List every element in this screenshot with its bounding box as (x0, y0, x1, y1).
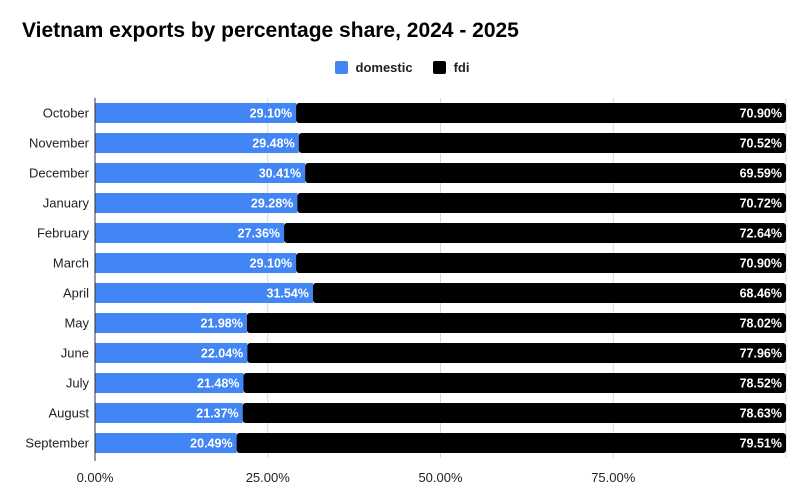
bar-domestic[interactable] (95, 283, 313, 303)
data-label-domestic: 29.28% (251, 197, 293, 211)
data-label-fdi: 78.52% (740, 377, 782, 391)
bar-fdi[interactable] (246, 313, 786, 333)
x-tick-label: 25.00% (246, 470, 291, 485)
x-tick-label: 50.00% (418, 470, 463, 485)
bar-fdi[interactable] (312, 283, 786, 303)
bar-domestic[interactable] (95, 313, 247, 333)
data-label-fdi: 79.51% (740, 437, 782, 451)
bar-domestic[interactable] (95, 163, 306, 183)
y-tick-label: October (43, 106, 90, 121)
bar-fdi[interactable] (297, 193, 786, 213)
bar-fdi[interactable] (296, 253, 786, 273)
bar-fdi[interactable] (284, 223, 786, 243)
data-label-domestic: 31.54% (267, 287, 309, 301)
bar-domestic[interactable] (95, 193, 298, 213)
legend-label-domestic: domestic (355, 60, 413, 75)
legend: domestic fdi (0, 60, 804, 75)
y-tick-label: January (43, 196, 90, 211)
y-tick-label: December (29, 166, 90, 181)
data-label-fdi: 78.02% (740, 317, 782, 331)
y-tick-label: April (63, 286, 89, 301)
data-label-domestic: 20.49% (190, 437, 232, 451)
y-tick-label: July (66, 376, 90, 391)
legend-item-domestic[interactable]: domestic (334, 60, 413, 75)
data-label-fdi: 68.46% (740, 287, 782, 301)
x-tick-label: 75.00% (591, 470, 636, 485)
data-label-fdi: 70.90% (740, 107, 782, 121)
chart-title: Vietnam exports by percentage share, 202… (22, 19, 519, 42)
legend-swatch-fdi (432, 61, 446, 74)
data-label-fdi: 70.72% (740, 197, 782, 211)
data-label-fdi: 70.52% (740, 137, 782, 151)
data-label-fdi: 70.90% (740, 257, 782, 271)
y-tick-label: February (37, 226, 90, 241)
bar-domestic[interactable] (95, 343, 248, 363)
bar-domestic[interactable] (95, 253, 297, 273)
data-label-domestic: 27.36% (238, 227, 280, 241)
data-label-fdi: 77.96% (740, 347, 782, 361)
bar-domestic[interactable] (95, 433, 237, 453)
legend-item-fdi[interactable]: fdi (432, 60, 470, 75)
bar-fdi[interactable] (305, 163, 786, 183)
bar-domestic[interactable] (95, 223, 285, 243)
data-label-domestic: 29.10% (250, 107, 292, 121)
bar-fdi[interactable] (298, 133, 786, 153)
y-tick-label: May (64, 316, 89, 331)
bar-fdi[interactable] (242, 403, 787, 423)
legend-label-fdi: fdi (453, 60, 470, 75)
y-tick-label: March (53, 256, 89, 271)
data-label-domestic: 29.48% (252, 137, 294, 151)
data-label-fdi: 72.64% (740, 227, 782, 241)
data-label-domestic: 22.04% (201, 347, 243, 361)
data-label-domestic: 21.37% (196, 407, 238, 421)
bar-fdi[interactable] (236, 433, 786, 453)
bar-fdi[interactable] (247, 343, 787, 363)
y-tick-label: September (25, 436, 89, 451)
data-label-domestic: 30.41% (259, 167, 301, 181)
data-label-domestic: 29.10% (250, 257, 292, 271)
legend-swatch-domestic (334, 61, 348, 74)
data-label-domestic: 21.48% (197, 377, 239, 391)
bar-fdi[interactable] (243, 373, 786, 393)
bar-domestic[interactable] (95, 373, 244, 393)
y-tick-label: November (29, 136, 90, 151)
data-label-fdi: 69.59% (740, 167, 782, 181)
data-label-fdi: 78.63% (740, 407, 782, 421)
y-tick-label: June (61, 346, 89, 361)
bar-domestic[interactable] (95, 103, 297, 123)
bar-fdi[interactable] (296, 103, 786, 123)
bar-domestic[interactable] (95, 133, 299, 153)
y-tick-label: August (49, 406, 90, 421)
bar-domestic[interactable] (95, 403, 243, 423)
x-tick-label: 0.00% (77, 470, 114, 485)
data-label-domestic: 21.98% (200, 317, 242, 331)
